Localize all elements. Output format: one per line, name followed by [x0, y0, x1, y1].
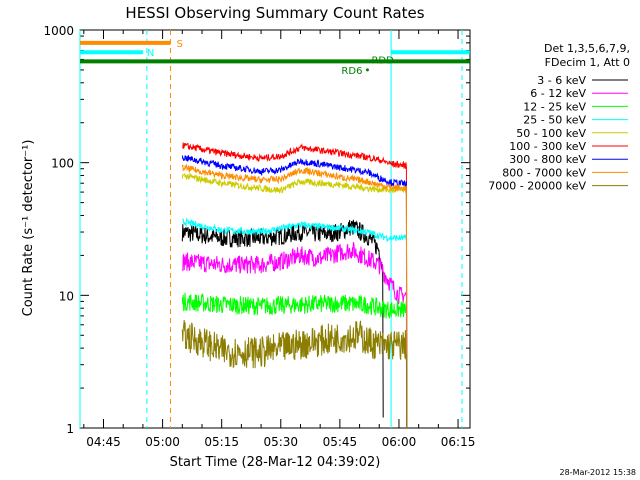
- y-tick-label: 1000: [43, 24, 74, 38]
- x-tick-label: 06:15: [441, 435, 476, 449]
- legend-label: 50 - 100 keV: [516, 127, 586, 140]
- legend-header-2: FDecim 1, Att 0: [545, 56, 630, 69]
- legend-label: 12 - 25 keV: [523, 100, 586, 113]
- legend-label: 6 - 12 keV: [530, 87, 586, 100]
- flag-label: N: [147, 48, 154, 59]
- x-tick-label: 04:45: [86, 435, 121, 449]
- flag-label: RD6: [341, 66, 362, 77]
- legend-header-1: Det 1,3,5,6,7,9,: [544, 42, 630, 55]
- x-tick-label: 05:15: [204, 435, 239, 449]
- series-line: [182, 155, 406, 428]
- x-axis-label: Start Time (28-Mar-12 04:39:02): [170, 455, 381, 470]
- flag-point: [366, 68, 369, 71]
- series-line: [182, 320, 406, 428]
- y-axis-label: Count Rate (s⁻¹ detector⁻¹): [21, 140, 36, 317]
- y-tick-label: 1: [66, 422, 74, 436]
- legend-label: 7000 - 20000 keV: [488, 180, 586, 193]
- flag-label: S: [176, 39, 182, 50]
- x-tick-label: 06:00: [382, 435, 417, 449]
- series-line: [182, 143, 406, 429]
- flag-label: RDD: [371, 55, 394, 66]
- x-tick-label: 05:30: [263, 435, 298, 449]
- x-tick-label: 05:00: [145, 435, 180, 449]
- chart-title: HESSI Observing Summary Count Rates: [125, 4, 424, 22]
- legend-label: 25 - 50 keV: [523, 114, 586, 127]
- timestamp: 28-Mar-2012 15:38: [560, 468, 637, 477]
- legend-label: 800 - 7000 keV: [502, 166, 586, 179]
- x-tick-label: 05:45: [323, 435, 358, 449]
- y-tick-label: 10: [59, 289, 74, 303]
- legend-label: 100 - 300 keV: [509, 140, 586, 153]
- count-rate-chart: HESSI Observing Summary Count Rates Coun…: [0, 0, 640, 480]
- legend-label: 3 - 6 keV: [537, 74, 586, 87]
- y-tick-label: 100: [51, 157, 74, 171]
- legend-label: 300 - 800 keV: [509, 153, 586, 166]
- series-line: [182, 293, 406, 428]
